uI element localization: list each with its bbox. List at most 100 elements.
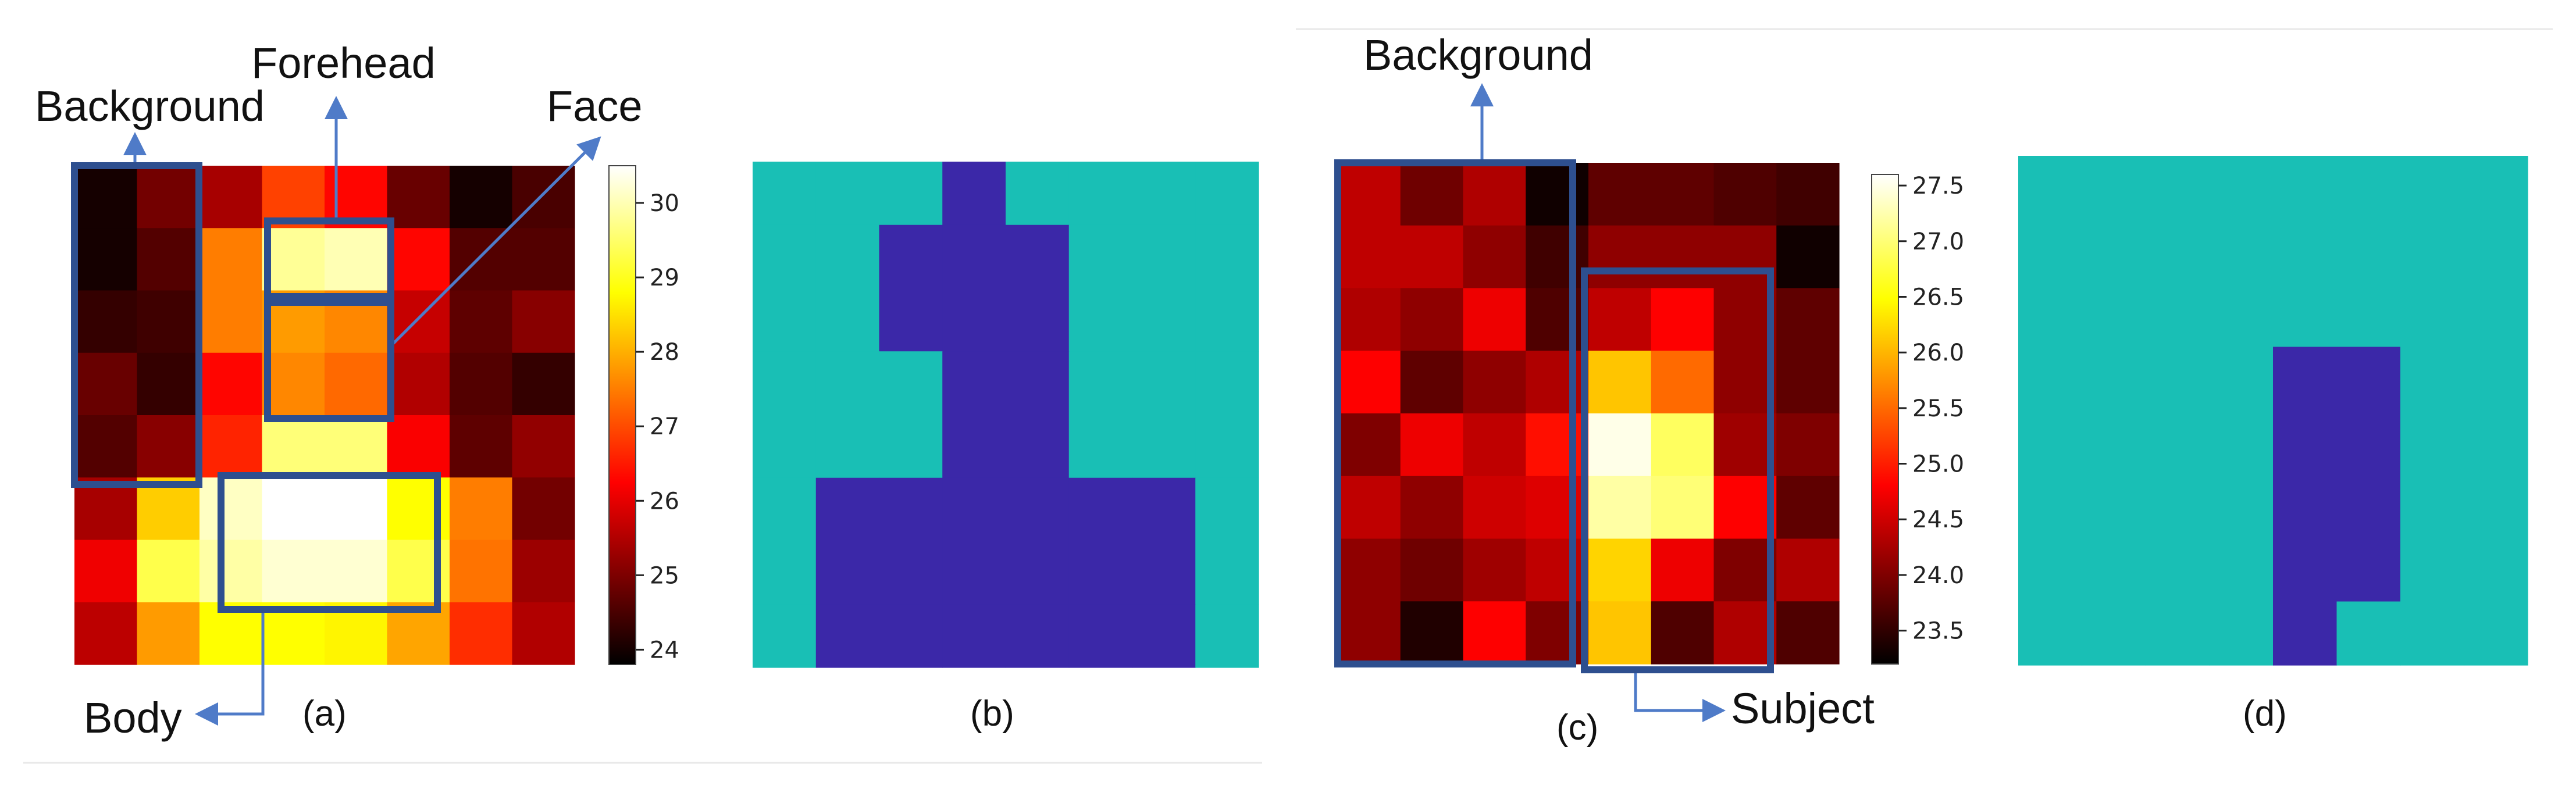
heatmap-c-cell bbox=[1526, 538, 1589, 602]
heatmap-c-cell bbox=[1776, 538, 1840, 602]
colorbar-c-tick-label: 23.5 bbox=[1912, 618, 1964, 645]
mask-d-cell bbox=[2018, 601, 2083, 666]
heatmap-a-cell bbox=[512, 477, 575, 541]
mask-b-cell bbox=[1006, 224, 1070, 289]
mask-d bbox=[2018, 156, 2528, 666]
mask-d-cell bbox=[2464, 474, 2528, 538]
heatmap-a-cell bbox=[199, 290, 263, 354]
mask-d-cell bbox=[2018, 474, 2083, 538]
heatmap-a-cell bbox=[450, 290, 513, 354]
heatmap-a-cell bbox=[325, 228, 388, 291]
heatmap-c-cell bbox=[1588, 163, 1652, 226]
heatmap-c-cell bbox=[1463, 351, 1526, 414]
heatmap-a-cell bbox=[199, 477, 263, 541]
mask-d-cell bbox=[2082, 538, 2146, 602]
mask-b-cell bbox=[879, 415, 943, 479]
mask-d-cell bbox=[2273, 283, 2338, 348]
mask-b-cell bbox=[879, 541, 943, 605]
label-forehead: Forehead bbox=[251, 39, 436, 87]
heatmap-c-cell bbox=[1588, 538, 1652, 602]
heatmap-a-cell bbox=[74, 540, 138, 603]
mask-b-cell bbox=[942, 415, 1006, 479]
heatmap-a-cell bbox=[450, 352, 513, 416]
mask-d-cell bbox=[2400, 156, 2465, 220]
mask-d-cell bbox=[2336, 347, 2401, 411]
heatmap-a-cell bbox=[512, 540, 575, 603]
mask-b-cell bbox=[1068, 224, 1133, 289]
heatmap-c-cell bbox=[1776, 476, 1840, 540]
heatmap-c-cell bbox=[1651, 163, 1715, 226]
heatmap-c-cell bbox=[1463, 601, 1526, 665]
heatmap-c-cell bbox=[1651, 351, 1715, 414]
mask-d-cell bbox=[2018, 156, 2083, 220]
heatmap-c-cell bbox=[1713, 601, 1777, 665]
heatmap-c-cell bbox=[1400, 476, 1464, 540]
heatmap-c-cell bbox=[1338, 538, 1401, 602]
label-background-c: Background bbox=[1363, 31, 1593, 79]
colorbar-c-tick-label: 26.5 bbox=[1912, 284, 1964, 311]
colorbar-a-tick-label: 26 bbox=[650, 488, 679, 515]
mask-d-cell bbox=[2209, 410, 2274, 475]
mask-d-cell bbox=[2273, 601, 2338, 666]
heatmap-a-cell bbox=[387, 290, 450, 354]
heatmap-a-cell bbox=[74, 415, 138, 478]
heatmap-a-cell bbox=[512, 166, 575, 229]
heatmap-a-cell bbox=[137, 602, 200, 665]
heatmap-c-cell bbox=[1526, 288, 1589, 351]
heatmap-a-cell bbox=[325, 352, 388, 416]
heatmap-a-cell bbox=[325, 477, 388, 541]
heatmap-c-cell bbox=[1463, 163, 1526, 226]
mask-d-cell bbox=[2146, 410, 2210, 475]
mask-d-cell bbox=[2336, 156, 2401, 220]
mask-d-cell bbox=[2209, 283, 2274, 348]
heatmap-c-cell bbox=[1651, 601, 1715, 665]
colorbar-c-gradient bbox=[1871, 174, 1899, 665]
colorbar-c: 23.5 24.0 24.5 25.0 25.5 26.0 26.5 27.0 27.5 bbox=[1871, 173, 1964, 665]
heatmap-a-cell bbox=[262, 228, 325, 291]
heatmap-c-cell bbox=[1338, 476, 1401, 540]
mask-d-cell bbox=[2464, 156, 2528, 220]
heatmap-c-cell bbox=[1526, 225, 1589, 289]
mask-d-cell bbox=[2082, 219, 2146, 284]
mask-d-cell bbox=[2273, 410, 2338, 475]
mask-b-cell bbox=[942, 604, 1006, 668]
mask-b-cell bbox=[1068, 604, 1133, 668]
heatmap-c-cell bbox=[1651, 476, 1715, 540]
heatmap-c-cell bbox=[1338, 601, 1401, 665]
mask-b-cell bbox=[879, 604, 943, 668]
heatmap-a-cell bbox=[199, 415, 263, 478]
heatmap-a-cell bbox=[74, 166, 138, 229]
mask-d-cell bbox=[2146, 474, 2210, 538]
heatmap-c bbox=[1338, 163, 1840, 665]
colorbar-c-tick-label: 24.0 bbox=[1912, 562, 1964, 589]
mask-d-cell bbox=[2464, 283, 2528, 348]
heatmap-c-cell bbox=[1776, 163, 1840, 226]
label-subject: Subject bbox=[1731, 684, 1875, 733]
mask-b-cell bbox=[815, 541, 880, 605]
heatmap-c-cell bbox=[1776, 601, 1840, 665]
heatmap-c-cell bbox=[1651, 413, 1715, 477]
mask-d-cell bbox=[2146, 219, 2210, 284]
mask-d-cell bbox=[2146, 156, 2210, 220]
mask-d-cell bbox=[2082, 156, 2146, 220]
heatmap-a-cell bbox=[450, 228, 513, 291]
mask-d-cell bbox=[2018, 538, 2083, 602]
heatmap-a-cell bbox=[137, 290, 200, 354]
mask-b-cell bbox=[942, 541, 1006, 605]
mask-b-cell bbox=[1006, 288, 1070, 352]
heatmap-c-cell bbox=[1588, 476, 1652, 540]
colorbar-a: 24 25 26 27 28 29 30 bbox=[608, 165, 679, 665]
mask-b-cell bbox=[753, 477, 817, 542]
mask-b-cell bbox=[1195, 224, 1259, 289]
heatmap-c-cell bbox=[1463, 476, 1526, 540]
heatmap-c-cell bbox=[1463, 288, 1526, 351]
mask-b-cell bbox=[753, 224, 817, 289]
mask-d-cell bbox=[2464, 538, 2528, 602]
mask-b-cell bbox=[1195, 477, 1259, 542]
colorbar-c-tick-label: 25.0 bbox=[1912, 451, 1964, 478]
heatmap-c-cell bbox=[1713, 476, 1777, 540]
background-box-a bbox=[71, 162, 202, 488]
heatmap-a-cell bbox=[512, 415, 575, 478]
mask-b-cell bbox=[942, 351, 1006, 415]
